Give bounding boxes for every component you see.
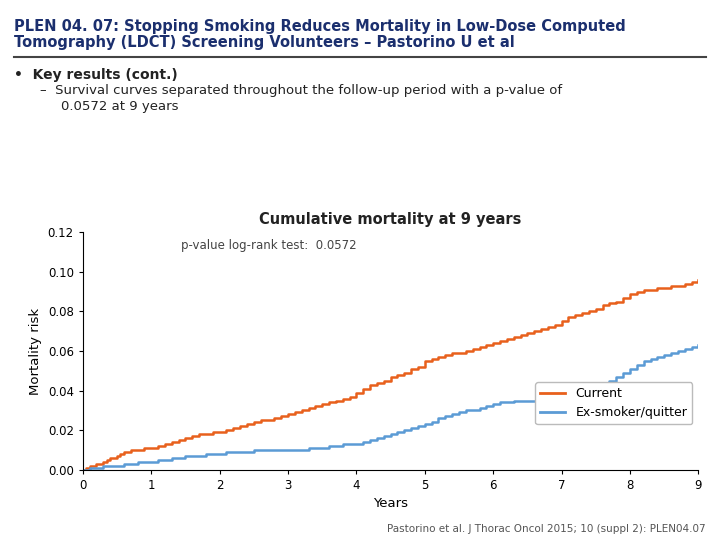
Line: Current: Current [83,280,698,470]
Current [99,458,108,465]
X-axis label: Years: Years [373,497,408,510]
Line: Ex-smoker/quitter: Ex-smoker/quitter [83,345,698,470]
Legend: Current, Ex-smoker/quitter: Current, Ex-smoker/quitter [535,382,692,424]
Text: Pastorino et al. J Thorac Oncol 2015; 10 (suppl 2): PLEN04.07: Pastorino et al. J Thorac Oncol 2015; 10… [387,523,706,534]
Ex-smoker/quitter [674,348,683,354]
Current [523,330,531,336]
Ex-smoker/quitter [78,467,87,473]
Text: –  Survival curves separated throughout the follow-up period with a p-value of: – Survival curves separated throughout t… [40,84,562,97]
Text: p-value log-rank test:  0.0572: p-value log-rank test: 0.0572 [181,239,357,252]
Ex-smoker/quitter [694,342,703,348]
Ex-smoker/quitter [154,457,163,463]
Ex-smoker/quitter [222,449,230,455]
Text: Tomography (LDCT) Screening Volunteers – Pastorino U et al: Tomography (LDCT) Screening Volunteers –… [14,35,515,50]
Ex-smoker/quitter [598,380,607,386]
Current [171,439,179,446]
Text: 0.0572 at 9 years: 0.0572 at 9 years [61,100,179,113]
Current [694,276,703,283]
Text: PLEN 04. 07: Stopping Smoking Reduces Mortality in Low-Dose Computed: PLEN 04. 07: Stopping Smoking Reduces Mo… [14,19,626,34]
Ex-smoker/quitter [680,346,689,352]
Text: •  Key results (cont.): • Key results (cont.) [14,68,178,82]
Y-axis label: Mortality risk: Mortality risk [29,307,42,395]
Current [78,467,87,473]
Current [530,328,539,334]
Ex-smoker/quitter [236,449,245,455]
Current [489,340,498,346]
Title: Cumulative mortality at 9 years: Cumulative mortality at 9 years [259,212,522,227]
Current [503,336,511,342]
